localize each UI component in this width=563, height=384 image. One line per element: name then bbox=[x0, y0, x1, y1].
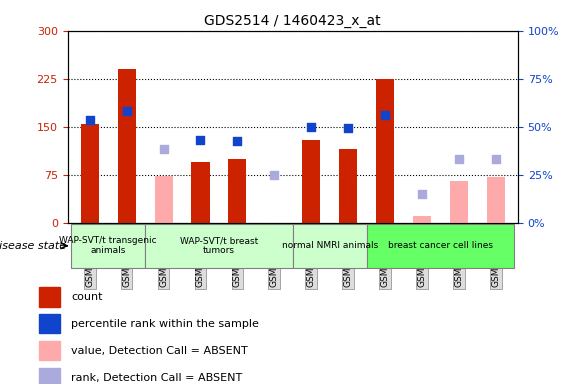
FancyBboxPatch shape bbox=[293, 223, 367, 268]
Text: value, Detection Call = ABSENT: value, Detection Call = ABSENT bbox=[71, 346, 248, 356]
Bar bbox=[376, 79, 394, 223]
Bar bbox=[39, 314, 60, 333]
Point bbox=[159, 146, 168, 152]
Point bbox=[307, 124, 316, 130]
Bar bbox=[39, 341, 60, 360]
Point bbox=[233, 138, 242, 144]
Bar bbox=[450, 181, 468, 223]
Bar bbox=[39, 368, 60, 384]
Text: rank, Detection Call = ABSENT: rank, Detection Call = ABSENT bbox=[71, 372, 242, 382]
Point bbox=[491, 156, 501, 162]
Point bbox=[343, 125, 352, 131]
Bar bbox=[339, 149, 357, 223]
Text: normal NMRI animals: normal NMRI animals bbox=[282, 241, 378, 250]
Bar bbox=[81, 124, 99, 223]
Text: WAP-SVT/t transgenic
animals: WAP-SVT/t transgenic animals bbox=[59, 236, 157, 255]
Text: percentile rank within the sample: percentile rank within the sample bbox=[71, 319, 259, 329]
Point bbox=[270, 172, 279, 178]
Title: GDS2514 / 1460423_x_at: GDS2514 / 1460423_x_at bbox=[204, 14, 381, 28]
Point bbox=[122, 108, 131, 114]
Text: WAP-SVT/t breast
tumors: WAP-SVT/t breast tumors bbox=[180, 236, 258, 255]
Point bbox=[196, 136, 205, 142]
Point bbox=[418, 191, 427, 197]
Bar bbox=[229, 159, 247, 223]
Bar bbox=[39, 287, 60, 306]
FancyBboxPatch shape bbox=[72, 223, 145, 268]
Bar bbox=[154, 176, 173, 223]
Bar bbox=[413, 216, 431, 223]
Text: breast cancer cell lines: breast cancer cell lines bbox=[388, 241, 493, 250]
Bar bbox=[191, 162, 209, 223]
Bar bbox=[118, 69, 136, 223]
Bar bbox=[487, 177, 505, 223]
Point bbox=[381, 112, 390, 118]
FancyBboxPatch shape bbox=[145, 223, 293, 268]
Bar bbox=[302, 139, 320, 223]
FancyBboxPatch shape bbox=[367, 223, 514, 268]
Text: disease state: disease state bbox=[0, 241, 66, 251]
Text: count: count bbox=[71, 292, 102, 302]
Point bbox=[454, 156, 463, 162]
Point bbox=[85, 117, 94, 123]
